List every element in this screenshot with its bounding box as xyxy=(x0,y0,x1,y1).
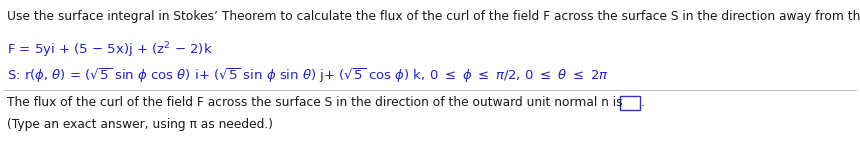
Text: F = 5yi + (5 $-$ 5x)j + (z$^2$ $-$ 2)k: F = 5yi + (5 $-$ 5x)j + (z$^2$ $-$ 2)k xyxy=(7,40,212,60)
Text: The flux of the curl of the field F across the surface S in the direction of the: The flux of the curl of the field F acro… xyxy=(7,96,623,109)
Text: Use the surface integral in Stokes’ Theorem to calculate the flux of the curl of: Use the surface integral in Stokes’ Theo… xyxy=(7,10,860,23)
Bar xyxy=(620,96,640,110)
Text: (Type an exact answer, using π as needed.): (Type an exact answer, using π as needed… xyxy=(7,118,273,131)
Text: .: . xyxy=(641,96,645,109)
Text: S: r($\phi$, $\theta$) = ($\sqrt{5}$ sin $\phi$ cos $\theta$) i+ ($\sqrt{5}$ sin: S: r($\phi$, $\theta$) = ($\sqrt{5}$ sin… xyxy=(7,66,609,85)
